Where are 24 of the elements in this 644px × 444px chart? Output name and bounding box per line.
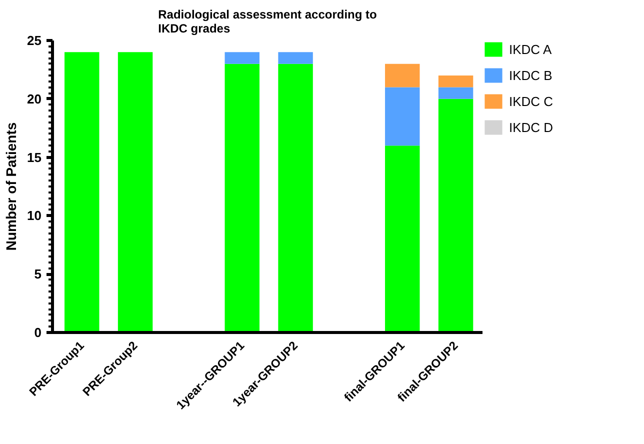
y-axis-title: Number of Patients xyxy=(3,122,20,251)
bar xyxy=(438,76,474,88)
bar xyxy=(118,52,153,332)
y-tick-label: 20 xyxy=(27,91,42,106)
bar xyxy=(385,87,420,146)
legend-label: IKDC C xyxy=(509,94,554,108)
legend-label: IKDC B xyxy=(509,68,552,82)
y-tick-label: 25 xyxy=(27,33,42,48)
bar xyxy=(278,52,313,64)
bar xyxy=(224,64,260,332)
y-tick-label: 15 xyxy=(27,150,42,165)
bar xyxy=(438,87,474,99)
legend-label: IKDC A xyxy=(509,42,552,56)
y-tick-label: 0 xyxy=(34,325,42,340)
bar xyxy=(438,98,474,332)
chart-title: Radiological assessment according to IKDC grades xyxy=(158,8,377,36)
bar xyxy=(64,52,100,332)
bar xyxy=(385,64,420,88)
y-tick-label: 10 xyxy=(27,208,42,224)
y-tick-label: 5 xyxy=(34,266,42,282)
bar xyxy=(278,64,313,332)
bar xyxy=(385,146,420,332)
bar xyxy=(224,52,260,64)
legend-label: IKDC D xyxy=(509,120,554,134)
